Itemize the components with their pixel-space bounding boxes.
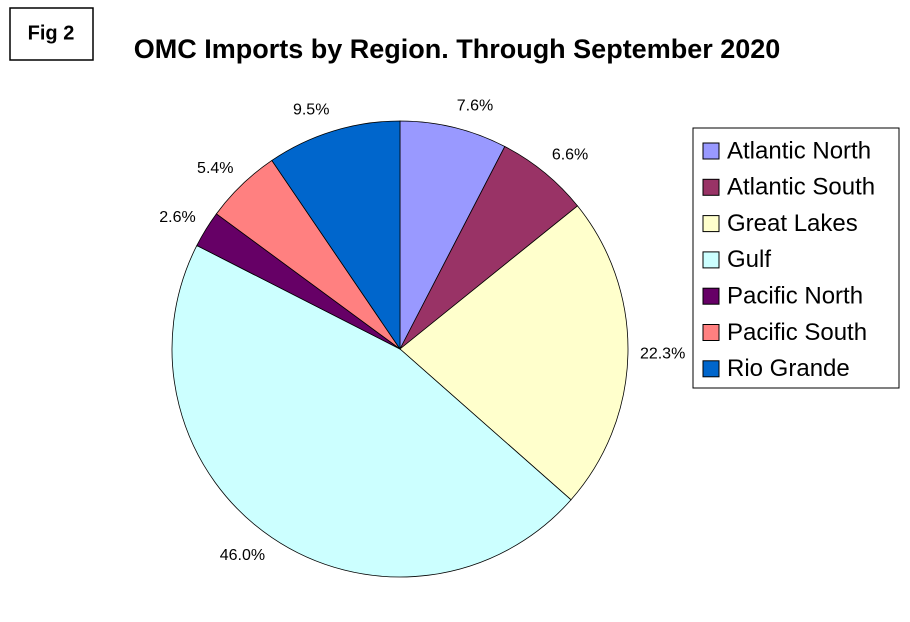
legend-label: Rio Grande bbox=[727, 355, 850, 382]
pie-slice bbox=[271, 120, 401, 351]
legend-label: Great Lakes bbox=[727, 210, 858, 237]
data-label: 22.3% bbox=[640, 346, 685, 363]
legend-label: Atlantic North bbox=[727, 137, 871, 164]
figure-label: Fig 2 bbox=[28, 22, 75, 44]
legend bbox=[692, 127, 900, 389]
data-label: 6.6% bbox=[552, 147, 588, 164]
pie-slice bbox=[399, 205, 629, 501]
chart-title: OMC Imports by Region. Through September… bbox=[134, 34, 781, 64]
figure-label-box bbox=[9, 7, 94, 61]
legend-swatch bbox=[702, 215, 720, 233]
data-label: 46.0% bbox=[220, 547, 265, 564]
legend-swatch bbox=[702, 360, 720, 378]
pie-slice bbox=[399, 120, 506, 350]
data-label: 9.5% bbox=[293, 101, 329, 118]
legend-label: Pacific South bbox=[727, 319, 867, 346]
data-label: 5.4% bbox=[197, 160, 233, 177]
legend-swatch bbox=[702, 251, 720, 269]
legend-swatch bbox=[702, 287, 720, 305]
legend-swatch bbox=[702, 324, 720, 341]
legend-label: Pacific North bbox=[727, 283, 863, 310]
legend-swatch bbox=[702, 178, 720, 196]
data-label: 2.6% bbox=[159, 209, 195, 226]
legend-swatch bbox=[702, 142, 720, 160]
legend-label: Atlantic South bbox=[727, 174, 875, 201]
data-label: 7.6% bbox=[457, 97, 493, 114]
legend-label: Gulf bbox=[727, 246, 771, 273]
pie-slice bbox=[171, 244, 572, 578]
